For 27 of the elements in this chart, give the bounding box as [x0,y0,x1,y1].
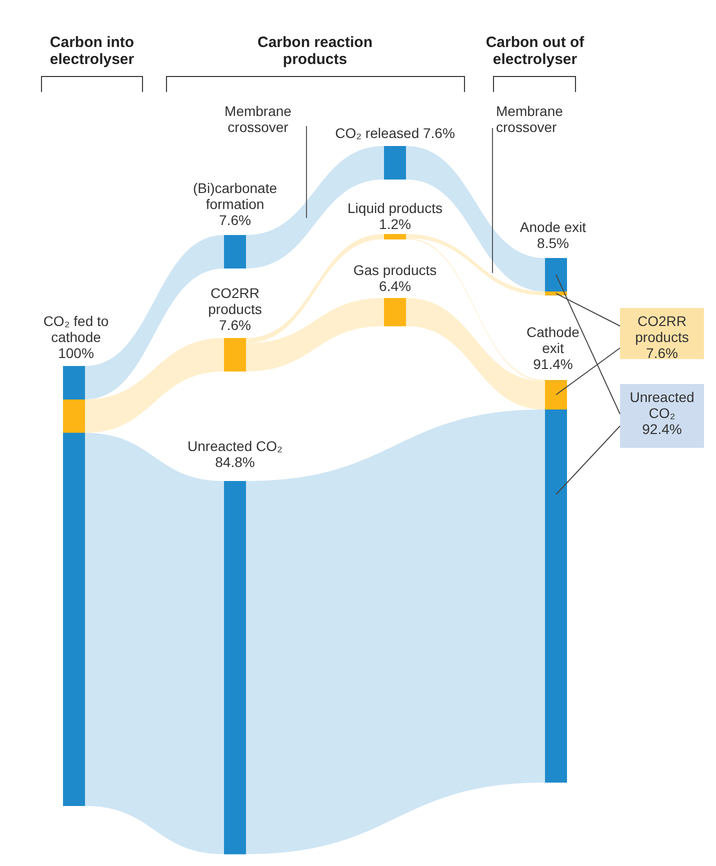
category-label: CO2RR products [207,285,263,318]
category-label: CO₂ released [335,125,420,141]
text: Carbon reaction products [256,34,374,68]
category-label: Cathode exit [526,324,580,356]
category-label: Liquid products [346,200,444,216]
category-label: CO₂ fed to cathode [42,313,110,346]
data-label: 84.8% [214,454,256,470]
category-label: CO2RR products [634,313,690,346]
text: Carbon out of electrolyser [484,34,586,68]
data-label: 7.6% [645,345,679,362]
data-label: 1.2% [378,216,412,232]
category-label: Gas products [352,262,438,278]
text: Membrane crossover [224,103,292,136]
data-label: 91.4% [532,356,574,372]
category-label: Unreacted CO₂ [186,438,284,454]
data-label: 7.6% [218,317,252,334]
data-label: 100% [57,345,95,362]
data-label: 7.6% [423,125,455,141]
data-label: 8.5% [536,235,570,252]
data-label: 6.4% [378,278,412,294]
data-label: 7.6% [218,212,252,228]
text: Carbon into electrolyser [48,34,136,68]
data-label: 92.4% [641,421,683,438]
category-label: Unreacted CO₂ [628,389,696,422]
text: Membrane crossover [496,103,564,136]
category-label: Anode exit [518,219,588,236]
category-label: (Bi)carbonate formation [192,180,278,212]
